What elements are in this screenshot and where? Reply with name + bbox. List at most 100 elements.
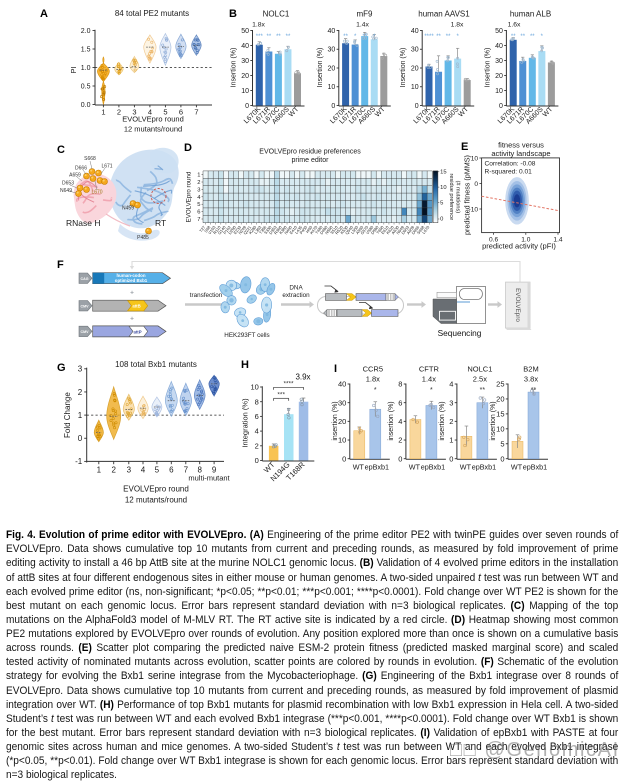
svg-text:NOLC1: NOLC1 xyxy=(467,365,492,374)
svg-text:**: ** xyxy=(530,34,535,40)
svg-text:5: 5 xyxy=(500,439,504,448)
svg-text:CMV: CMV xyxy=(81,304,90,308)
svg-text:(# mutations): (# mutations) xyxy=(455,180,461,213)
svg-text:attP: attP xyxy=(133,329,141,334)
svg-text:N649: N649 xyxy=(395,224,405,235)
svg-text:8: 8 xyxy=(197,465,202,474)
svg-text:L671: L671 xyxy=(101,164,112,170)
svg-text:1.0: 1.0 xyxy=(521,237,530,244)
svg-text:2: 2 xyxy=(197,180,200,186)
svg-text:2.0: 2.0 xyxy=(81,28,91,35)
svg-text:10: 10 xyxy=(328,84,336,91)
svg-text:**: ** xyxy=(480,387,486,394)
svg-text:7: 7 xyxy=(194,108,198,117)
svg-text:CAG: CAG xyxy=(81,277,89,281)
svg-text:1.8x: 1.8x xyxy=(252,22,265,29)
svg-text:**: ** xyxy=(276,34,281,40)
svg-text:2: 2 xyxy=(255,441,259,450)
svg-text:WT: WT xyxy=(457,105,470,118)
svg-text:EVOLVEpro round: EVOLVEpro round xyxy=(186,171,193,222)
svg-text:4: 4 xyxy=(255,427,259,436)
svg-text:10: 10 xyxy=(471,155,479,162)
svg-text:prime editor: prime editor xyxy=(292,157,330,164)
svg-text:*: * xyxy=(374,387,377,394)
svg-text:**: ** xyxy=(531,387,537,394)
svg-text:*: * xyxy=(456,34,459,40)
svg-text:Sequencing: Sequencing xyxy=(438,328,482,338)
svg-text:-10: -10 xyxy=(469,206,479,213)
svg-text:NOLC1: NOLC1 xyxy=(263,10,290,19)
svg-text:human AAVS1: human AAVS1 xyxy=(418,10,470,19)
svg-text:N500: N500 xyxy=(324,224,334,235)
svg-text:*: * xyxy=(373,34,376,40)
svg-text:20: 20 xyxy=(241,73,249,80)
svg-text:S68: S68 xyxy=(203,224,212,233)
svg-text:4: 4 xyxy=(197,195,201,201)
svg-text:0: 0 xyxy=(245,103,249,110)
svg-text:D653: D653 xyxy=(400,224,410,235)
svg-text:D200: D200 xyxy=(227,224,237,235)
svg-text:6: 6 xyxy=(169,465,174,474)
svg-text:predicted fitness (pMMS): predicted fitness (pMMS) xyxy=(463,155,472,235)
svg-text:12 mutants/round: 12 mutants/round xyxy=(124,125,182,134)
svg-text:*: * xyxy=(541,34,544,40)
svg-text:4: 4 xyxy=(148,108,152,117)
svg-text:K530: K530 xyxy=(339,224,349,235)
svg-text:D353: D353 xyxy=(268,224,278,235)
svg-text:insertion (%): insertion (%) xyxy=(439,401,446,440)
svg-text:EVOLVEpro round: EVOLVEpro round xyxy=(122,115,184,124)
svg-text:10: 10 xyxy=(241,88,249,95)
svg-text:L550: L550 xyxy=(350,224,360,235)
svg-text:10: 10 xyxy=(440,185,446,191)
svg-text:1: 1 xyxy=(78,411,83,420)
svg-text:V103: V103 xyxy=(207,224,217,235)
svg-text:L670: L670 xyxy=(421,224,431,235)
svg-text:*: * xyxy=(354,34,357,40)
svg-text:mF9: mF9 xyxy=(357,10,374,19)
svg-text:**: ** xyxy=(343,34,348,40)
svg-text:0: 0 xyxy=(449,454,453,463)
svg-text:EVOLVEpro: EVOLVEpro xyxy=(514,288,521,322)
svg-text:1.5: 1.5 xyxy=(81,46,91,53)
svg-text:20: 20 xyxy=(411,65,419,72)
svg-text:4: 4 xyxy=(398,417,402,426)
svg-text:Fold Change: Fold Change xyxy=(63,392,72,438)
svg-text:V580: V580 xyxy=(365,224,375,235)
svg-text:108 total Bxb1 mutants: 108 total Bxb1 mutants xyxy=(115,360,197,369)
svg-text:N249: N249 xyxy=(237,224,247,235)
svg-text:WT: WT xyxy=(511,463,523,472)
svg-text:**: ** xyxy=(436,34,441,40)
svg-text:D490: D490 xyxy=(319,224,329,235)
svg-text:1.4x: 1.4x xyxy=(356,22,369,29)
svg-text:1.4x: 1.4x xyxy=(422,375,436,384)
svg-text:S510: S510 xyxy=(329,224,339,235)
svg-text:insertion (%): insertion (%) xyxy=(332,401,339,440)
svg-text:P450: P450 xyxy=(299,224,309,235)
svg-text:3: 3 xyxy=(127,465,132,474)
svg-text:1.0: 1.0 xyxy=(81,65,91,72)
svg-text:epBxb1: epBxb1 xyxy=(472,463,496,472)
svg-text:Correlation: -0.08: Correlation: -0.08 xyxy=(485,161,536,168)
svg-text:multi-mutant: multi-mutant xyxy=(188,474,230,483)
svg-text:K620: K620 xyxy=(385,224,395,235)
svg-text:5: 5 xyxy=(440,200,443,206)
svg-text:N459: N459 xyxy=(122,206,134,212)
svg-text:0: 0 xyxy=(474,181,478,188)
svg-text:6: 6 xyxy=(255,412,259,421)
svg-text:15: 15 xyxy=(496,409,504,418)
svg-text:3.9x: 3.9x xyxy=(295,373,310,382)
svg-text:15: 15 xyxy=(440,170,446,176)
svg-text:optimized Bxb1: optimized Bxb1 xyxy=(115,278,148,283)
svg-text:5: 5 xyxy=(155,465,160,474)
svg-text:-1: -1 xyxy=(75,457,83,466)
svg-text:0: 0 xyxy=(78,434,83,443)
svg-text:3.8x: 3.8x xyxy=(524,375,538,384)
svg-text:0: 0 xyxy=(342,454,346,463)
svg-text:***: *** xyxy=(277,392,285,399)
svg-text:Q221: Q221 xyxy=(242,224,252,235)
svg-text:B2M: B2M xyxy=(523,365,538,374)
svg-text:I: I xyxy=(334,363,337,375)
svg-text:B: B xyxy=(229,8,237,20)
svg-text:0: 0 xyxy=(415,103,419,110)
svg-text:C: C xyxy=(57,144,65,156)
